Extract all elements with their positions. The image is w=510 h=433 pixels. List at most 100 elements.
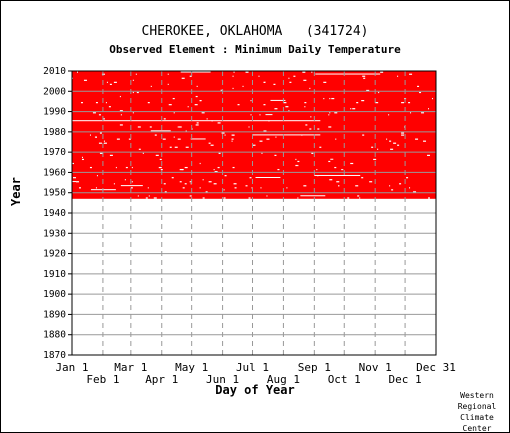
missing-day <box>427 154 431 156</box>
missing-day <box>95 136 97 138</box>
missing-day <box>83 79 87 81</box>
x-tick-label: Aug 1 <box>267 373 300 386</box>
missing-day <box>413 191 417 193</box>
missing-day <box>154 134 157 136</box>
missing-day <box>213 183 217 185</box>
missing-day <box>274 108 278 110</box>
missing-day <box>334 112 338 114</box>
missing-day <box>124 179 126 181</box>
missing-day <box>406 177 409 179</box>
missing-day <box>397 144 400 146</box>
missing-day <box>335 138 337 140</box>
missing-day <box>187 106 189 108</box>
missing-day <box>250 114 252 116</box>
missing-day <box>72 177 76 179</box>
missing-day <box>293 75 296 77</box>
missing-day <box>196 85 198 88</box>
missing-day <box>217 166 220 169</box>
missing-day <box>408 102 411 104</box>
missing-day <box>311 71 313 73</box>
missing-day <box>178 126 182 128</box>
missing-day <box>393 142 397 144</box>
missing-day <box>223 197 226 199</box>
missing-day <box>125 166 128 169</box>
missing-day <box>386 138 388 140</box>
missing-day <box>76 71 78 73</box>
credit-text: Western Regional Climate Center <box>453 390 501 432</box>
missing-day <box>81 156 83 159</box>
missing-day <box>231 138 234 140</box>
missing-day <box>120 114 122 116</box>
missing-data-span <box>314 174 361 176</box>
missing-day <box>195 124 199 126</box>
missing-day <box>366 89 370 92</box>
missing-day <box>72 162 74 165</box>
missing-data-span <box>265 114 273 116</box>
missing-day <box>275 136 277 138</box>
missing-day <box>189 75 192 77</box>
missing-day <box>138 148 141 150</box>
missing-day <box>297 164 299 167</box>
missing-day <box>213 168 215 171</box>
x-tick-label: Dec 1 <box>389 373 422 386</box>
missing-day <box>108 106 111 108</box>
missing-day <box>295 164 298 167</box>
missing-day <box>153 197 157 199</box>
missing-day <box>202 197 205 199</box>
missing-data-span <box>330 158 334 160</box>
missing-data-span <box>150 130 171 132</box>
missing-day <box>375 102 379 104</box>
missing-day <box>338 185 340 187</box>
x-tick-label: Sep 1 <box>298 361 331 374</box>
missing-day <box>357 195 360 197</box>
missing-day <box>297 197 299 199</box>
missing-day <box>311 152 314 154</box>
missing-day <box>116 138 120 140</box>
x-tick-label: Jan 1 <box>55 361 88 374</box>
missing-day <box>89 134 91 136</box>
missing-day <box>317 128 320 130</box>
missing-day <box>310 116 312 118</box>
missing-day <box>195 95 198 98</box>
missing-day <box>185 130 187 132</box>
missing-day <box>390 148 394 150</box>
missing-day <box>136 91 139 94</box>
missing-day <box>217 122 221 124</box>
missing-day <box>409 187 411 189</box>
missing-day <box>259 114 261 116</box>
missing-day <box>341 168 343 171</box>
missing-day <box>399 183 402 185</box>
missing-day <box>242 85 244 88</box>
missing-day <box>109 83 112 85</box>
missing-day <box>119 124 123 126</box>
missing-day <box>99 152 103 154</box>
missing-day <box>260 187 262 189</box>
missing-day <box>361 100 365 102</box>
missing-day <box>233 71 235 73</box>
missing-day <box>316 168 318 171</box>
missing-day <box>103 142 107 144</box>
missing-day <box>210 144 214 146</box>
missing-day <box>218 152 221 154</box>
missing-day <box>266 195 268 197</box>
missing-day <box>201 112 205 114</box>
missing-day <box>391 189 394 191</box>
missing-day <box>352 108 356 110</box>
missing-day <box>184 166 188 169</box>
missing-day <box>163 183 166 185</box>
missing-data-span <box>315 73 381 75</box>
missing-day <box>177 138 181 140</box>
missing-day <box>147 187 149 189</box>
missing-day <box>89 166 92 169</box>
missing-day <box>266 138 270 140</box>
missing-day <box>362 134 365 136</box>
missing-day <box>361 177 364 179</box>
missing-day <box>150 85 152 88</box>
missing-day <box>103 140 105 142</box>
missing-day <box>309 128 312 130</box>
missing-day <box>401 132 405 134</box>
missing-day <box>304 106 306 108</box>
missing-day <box>252 144 256 146</box>
missing-day <box>148 195 150 197</box>
missing-data-span <box>180 71 211 73</box>
